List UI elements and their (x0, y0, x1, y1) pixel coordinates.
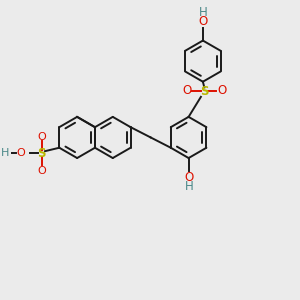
Text: H: H (1, 148, 9, 158)
Text: O: O (182, 84, 191, 97)
Text: O: O (38, 166, 46, 176)
Text: S: S (200, 85, 208, 98)
Text: S: S (37, 147, 46, 160)
Text: O: O (184, 171, 194, 184)
Text: H: H (185, 180, 194, 193)
Text: O: O (199, 16, 208, 28)
Text: O: O (16, 148, 26, 158)
Text: H: H (199, 6, 208, 19)
Text: O: O (218, 84, 227, 97)
Text: O: O (38, 132, 46, 142)
